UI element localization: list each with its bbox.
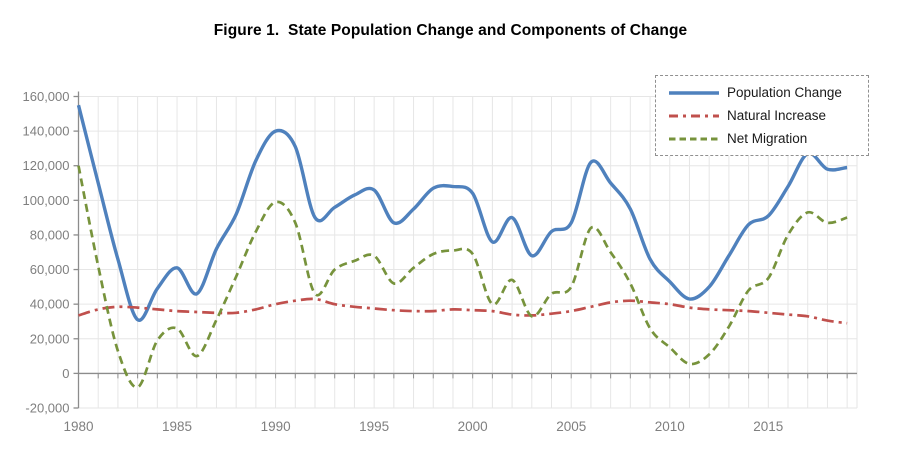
axes (73, 91, 857, 409)
legend: Population Change Natural Increase Net M… (655, 75, 869, 156)
svg-text:60,000: 60,000 (30, 262, 70, 277)
y-axis-labels: -20,000 0 20,000 40,000 60,000 80,000 100,000 1… (23, 89, 70, 416)
legend-line-sample-dash-dot (669, 114, 719, 117)
legend-line-sample-dashed (669, 137, 719, 140)
legend-item-natural-increase: Natural Increase (668, 105, 862, 126)
legend-label-net-migration: Net Migration (727, 131, 808, 146)
legend-line-sample-solid (669, 90, 719, 95)
legend-item-population-change: Population Change (668, 82, 862, 103)
svg-text:80,000: 80,000 (30, 227, 70, 242)
svg-text:40,000: 40,000 (30, 297, 70, 312)
svg-text:-20,000: -20,000 (25, 401, 69, 416)
x-axis-labels: 1980 1985 1990 1995 2000 2005 2010 2015 (63, 419, 783, 434)
svg-text:1990: 1990 (261, 419, 291, 434)
svg-text:1995: 1995 (359, 419, 389, 434)
svg-text:0: 0 (62, 366, 69, 381)
series-line-net-migration (77, 165, 848, 389)
svg-text:2005: 2005 (556, 419, 586, 434)
gridlines (78, 96, 858, 409)
svg-text:2015: 2015 (753, 419, 783, 434)
legend-label-natural-increase: Natural Increase (727, 108, 827, 123)
series-line-population-change (76, 104, 848, 322)
svg-text:20,000: 20,000 (30, 331, 70, 346)
svg-text:1980: 1980 (63, 419, 93, 434)
svg-text:2010: 2010 (655, 419, 685, 434)
svg-text:140,000: 140,000 (23, 124, 70, 139)
svg-text:1985: 1985 (162, 419, 192, 434)
svg-text:100,000: 100,000 (23, 193, 70, 208)
svg-text:120,000: 120,000 (23, 158, 70, 173)
series-line-natural-increase (78, 297, 848, 325)
chart-title: Figure 1. State Population Change and Co… (213, 22, 688, 39)
legend-item-net-migration: Net Migration (668, 128, 862, 149)
svg-text:160,000: 160,000 (23, 89, 70, 104)
svg-text:2000: 2000 (458, 419, 488, 434)
legend-label-population-change: Population Change (727, 85, 842, 100)
